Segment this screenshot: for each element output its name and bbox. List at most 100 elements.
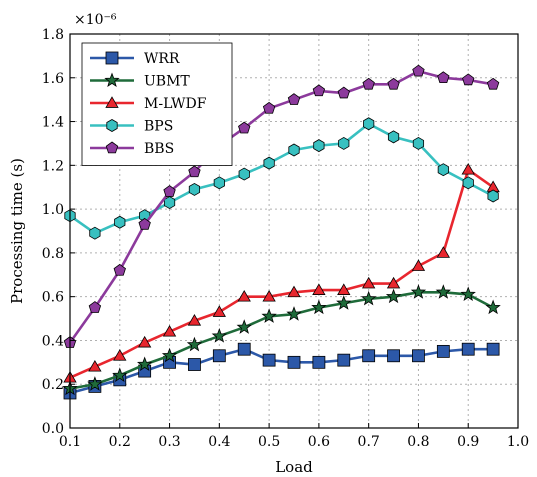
data-point-ubmt <box>112 367 128 382</box>
data-point-ubmt <box>87 376 103 391</box>
data-point-m-lwdf <box>461 163 475 175</box>
data-point-bbs <box>238 121 251 134</box>
series-ubmt <box>62 284 501 396</box>
legend: WRR UBMT M-LWDF BPS BBS <box>81 42 233 166</box>
legend-marker <box>105 141 119 154</box>
data-point-ubmt <box>261 308 277 323</box>
y-tick-label: 1.8 <box>42 27 64 43</box>
data-point-bbs <box>287 93 301 105</box>
y-axis-label: Processing time (s) <box>8 158 26 304</box>
ticks: 0.1 0.2 0.3 0.4 0.5 0.6 0.7 0.8 0.9 1.0 0.0 0.2 0.4 0… <box>42 27 529 450</box>
series-line-wrr <box>69 347 494 395</box>
data-point-bps <box>313 139 325 153</box>
data-point-bbs <box>188 165 201 178</box>
legend-marker <box>106 119 118 132</box>
data-point-ubmt <box>410 284 427 299</box>
data-point-wrr <box>237 342 251 356</box>
x-tick-label: 0.6 <box>308 434 330 450</box>
data-point-ubmt <box>336 295 352 310</box>
data-point-bbs <box>486 77 500 90</box>
data-point-wrr <box>412 349 425 363</box>
data-point-wrr <box>212 349 226 363</box>
legend-entry-bbs: BBS <box>90 141 174 157</box>
y-tick-label: 0.4 <box>42 333 64 349</box>
data-point-bps <box>188 182 201 196</box>
data-point-ubmt <box>361 290 377 306</box>
data-point-ubmt <box>435 284 451 299</box>
data-point-bps <box>114 215 126 229</box>
data-point-bbs <box>312 84 326 97</box>
y-scale-label: ×10⁻⁶ <box>74 12 117 28</box>
data-point-bps <box>238 167 250 181</box>
data-point-wrr <box>486 342 500 356</box>
series-line-m-lwdf <box>69 168 494 379</box>
data-point-wrr <box>287 355 301 369</box>
legend-marker <box>104 72 120 88</box>
data-point-m-lwdf <box>436 246 451 258</box>
data-point-ubmt <box>137 356 153 372</box>
x-tick-label: 0.5 <box>258 434 280 450</box>
data-point-ubmt <box>286 306 302 321</box>
data-point-wrr <box>436 344 450 358</box>
data-point-wrr <box>188 358 201 371</box>
data-point-m-lwdf <box>237 289 251 302</box>
x-tick-label: 0.9 <box>457 434 479 450</box>
data-point-bps <box>462 176 474 190</box>
y-tick-label: 1.0 <box>42 202 64 218</box>
data-point-m-lwdf <box>361 276 376 289</box>
legend-entry-wrr: WRR <box>90 51 180 67</box>
x-tick-label: 0.8 <box>407 434 429 450</box>
data-point-m-lwdf <box>411 259 426 271</box>
y-tick-label: 0.2 <box>42 377 64 393</box>
series-layer <box>62 64 501 400</box>
data-point-m-lwdf <box>137 335 152 348</box>
legend-marker <box>105 51 119 65</box>
y-tick-label: 0.6 <box>42 290 64 306</box>
x-tick-label: 0.4 <box>208 434 230 450</box>
legend-entry-ubmt: UBMT <box>90 72 190 90</box>
data-point-wrr <box>262 353 276 367</box>
data-point-ubmt <box>485 299 501 315</box>
plot-frame <box>69 33 519 429</box>
data-point-bbs <box>88 301 102 313</box>
series-bbs <box>63 64 500 348</box>
x-tick-label: 1.0 <box>507 434 529 450</box>
data-point-m-lwdf <box>287 285 301 298</box>
data-point-m-lwdf <box>162 324 177 337</box>
legend-label: UBMT <box>144 74 190 90</box>
data-point-bbs <box>387 77 400 90</box>
data-point-bps <box>338 136 350 150</box>
y-tick-label: 1.6 <box>42 71 64 87</box>
series-m-lwdf <box>63 163 500 383</box>
data-point-m-lwdf <box>187 314 202 326</box>
data-point-m-lwdf <box>212 305 227 317</box>
data-point-wrr <box>362 349 376 363</box>
data-point-bbs <box>337 86 350 99</box>
data-point-bps <box>89 226 101 240</box>
data-point-bbs <box>163 185 176 197</box>
data-point-m-lwdf <box>262 289 276 302</box>
data-point-bbs <box>462 73 475 86</box>
data-point-wrr <box>461 342 475 356</box>
data-point-bbs <box>437 71 450 84</box>
x-tick-label: 0.3 <box>158 434 180 450</box>
data-point-bbs <box>138 217 151 230</box>
legend-label: M-LWDF <box>144 96 207 112</box>
legend-marker <box>105 96 119 108</box>
y-tick-label: 1.2 <box>42 158 64 174</box>
data-point-bps <box>213 176 225 190</box>
data-point-m-lwdf <box>113 349 127 361</box>
data-point-ubmt <box>385 288 402 304</box>
data-point-bps <box>288 143 300 157</box>
data-point-ubmt <box>211 328 227 343</box>
y-tick-label: 0.8 <box>42 246 64 262</box>
data-point-m-lwdf <box>88 360 102 372</box>
y-tick-label: 0.0 <box>42 421 64 437</box>
data-point-ubmt <box>161 347 178 363</box>
data-point-bps <box>387 130 400 144</box>
data-point-m-lwdf <box>386 276 401 289</box>
data-point-bps <box>412 136 425 150</box>
data-point-ubmt <box>236 319 252 334</box>
data-point-bbs <box>113 263 126 276</box>
legend-label: BBS <box>144 141 174 157</box>
